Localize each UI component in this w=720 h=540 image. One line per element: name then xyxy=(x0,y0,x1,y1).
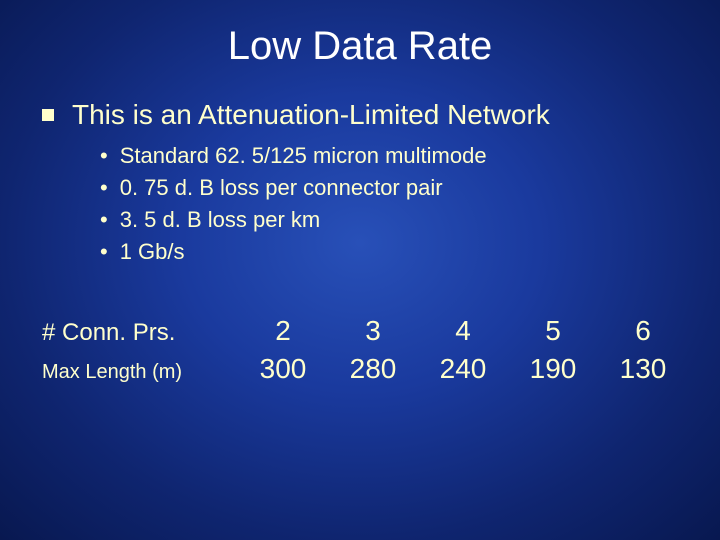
table-cell: 4 xyxy=(418,315,508,347)
sub-bullet-item: • 0. 75 d. B loss per connector pair xyxy=(100,173,690,203)
table-row: # Conn. Prs. 2 3 4 5 6 xyxy=(42,315,690,347)
disc-bullet-icon: • xyxy=(100,173,108,203)
table-cell: 280 xyxy=(328,353,418,385)
table-cell: 190 xyxy=(508,353,598,385)
disc-bullet-icon: • xyxy=(100,141,108,171)
table-cell: 6 xyxy=(598,315,688,347)
sub-bullet-list: • Standard 62. 5/125 micron multimode • … xyxy=(42,141,690,267)
sub-bullet-text: 0. 75 d. B loss per connector pair xyxy=(120,173,443,203)
table-cell: 2 xyxy=(238,315,328,347)
sub-bullet-text: 3. 5 d. B loss per km xyxy=(120,205,321,235)
main-bullet-text: This is an Attenuation-Limited Network xyxy=(72,99,550,131)
sub-bullet-text: 1 Gb/s xyxy=(120,237,185,267)
table-row: Max Length (m) 300 280 240 190 130 xyxy=(42,353,690,385)
sub-bullet-item: • Standard 62. 5/125 micron multimode xyxy=(100,141,690,171)
main-bullet-row: This is an Attenuation-Limited Network xyxy=(42,99,690,131)
disc-bullet-icon: • xyxy=(100,237,108,267)
disc-bullet-icon: • xyxy=(100,205,108,235)
table-cell: 300 xyxy=(238,353,328,385)
table-cell: 5 xyxy=(508,315,598,347)
sub-bullet-item: • 3. 5 d. B loss per km xyxy=(100,205,690,235)
square-bullet-icon xyxy=(42,109,54,121)
sub-bullet-text: Standard 62. 5/125 micron multimode xyxy=(120,141,487,171)
content-area: This is an Attenuation-Limited Network •… xyxy=(0,99,720,267)
table-cell: 3 xyxy=(328,315,418,347)
slide-title: Low Data Rate xyxy=(0,0,720,99)
sub-bullet-item: • 1 Gb/s xyxy=(100,237,690,267)
table-cell: 240 xyxy=(418,353,508,385)
row-label-maxlength: Max Length (m) xyxy=(42,361,238,384)
table-cell: 130 xyxy=(598,353,688,385)
row-label-connectors: # Conn. Prs. xyxy=(42,319,238,347)
data-table: # Conn. Prs. 2 3 4 5 6 Max Length (m) 30… xyxy=(0,315,720,385)
